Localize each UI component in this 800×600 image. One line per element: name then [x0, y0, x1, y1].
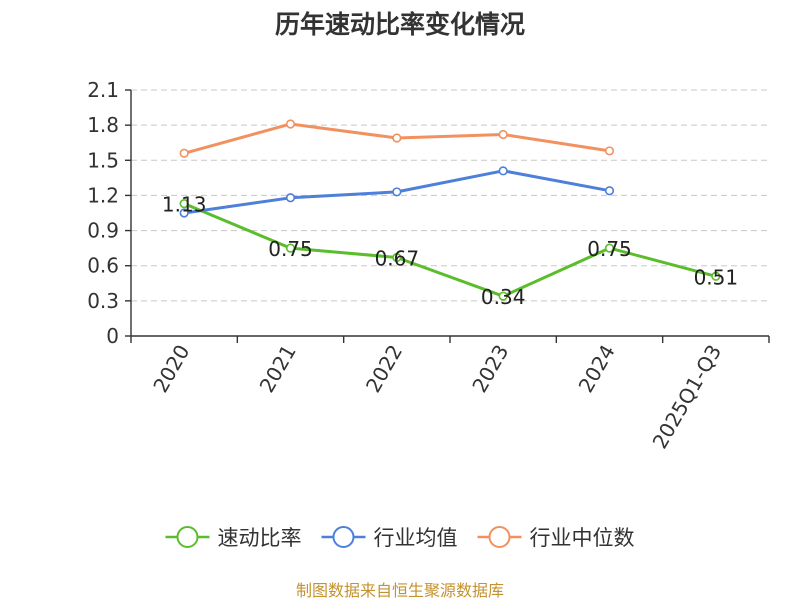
- legend-marker-icon: [176, 526, 199, 548]
- data-point[interactable]: [179, 199, 189, 209]
- y-tick-label: 0.6: [87, 254, 119, 278]
- legend[interactable]: 速动比率 行业均值 行业中位数: [165, 526, 635, 550]
- source-note: 制图数据来自恒生聚源数据库: [296, 581, 504, 600]
- x-tick-label: 2024: [574, 341, 620, 397]
- chart-title: 历年速动比率变化情况: [275, 10, 525, 39]
- legend-item-2[interactable]: 行业中位数: [477, 526, 635, 550]
- y-tick-label: 2.1: [87, 78, 119, 102]
- data-label: 0.34: [481, 285, 526, 309]
- x-tick-label: 2025Q1-Q3: [647, 341, 726, 453]
- data-point[interactable]: [604, 186, 615, 196]
- legend-label: 速动比率: [218, 526, 302, 550]
- y-tick-label: 0: [106, 324, 119, 348]
- data-label: 0.75: [587, 237, 632, 261]
- series-lines: [179, 119, 721, 301]
- legend-item-0[interactable]: 速动比率: [165, 526, 302, 550]
- data-point[interactable]: [285, 193, 296, 203]
- data-labels: 1.13 0.75 0.67 0.34 0.75 0.51: [162, 193, 738, 310]
- y-tick-label: 1.5: [87, 148, 119, 172]
- data-point[interactable]: [392, 252, 402, 263]
- data-point[interactable]: [498, 166, 508, 176]
- y-tick-label: 1.2: [87, 183, 119, 207]
- x-tick-label: 2023: [467, 340, 513, 396]
- x-tick-label: 2020: [148, 341, 194, 397]
- legend-label: 行业均值: [374, 526, 458, 550]
- data-point[interactable]: [179, 148, 189, 158]
- y-tick-label: 0.9: [87, 219, 119, 243]
- data-point[interactable]: [604, 243, 615, 253]
- data-point[interactable]: [498, 129, 508, 140]
- data-point[interactable]: [285, 119, 296, 129]
- legend-item-1[interactable]: 行业均值: [321, 526, 458, 550]
- legend-marker-icon: [332, 526, 355, 548]
- legend-marker-icon: [488, 526, 511, 548]
- data-label: 1.13: [162, 193, 207, 217]
- data-point[interactable]: [392, 187, 402, 197]
- data-point[interactable]: [179, 208, 189, 218]
- y-tick-label: 0.3: [87, 289, 119, 313]
- data-label: 0.75: [268, 237, 313, 261]
- data-point[interactable]: [711, 271, 721, 281]
- data-point[interactable]: [604, 146, 615, 156]
- x-tick-label: 2021: [255, 341, 301, 397]
- data-label: 0.67: [375, 247, 420, 271]
- series-line-0: [183, 202, 717, 298]
- legend-label: 行业中位数: [530, 526, 635, 550]
- grid-lines: [131, 89, 769, 302]
- y-tick-label: 1.8: [87, 113, 119, 137]
- data-point[interactable]: [498, 291, 508, 301]
- x-tick-label: 2022: [361, 341, 407, 397]
- data-label: 0.51: [694, 265, 739, 289]
- data-point[interactable]: [392, 133, 402, 143]
- data-point[interactable]: [285, 243, 296, 253]
